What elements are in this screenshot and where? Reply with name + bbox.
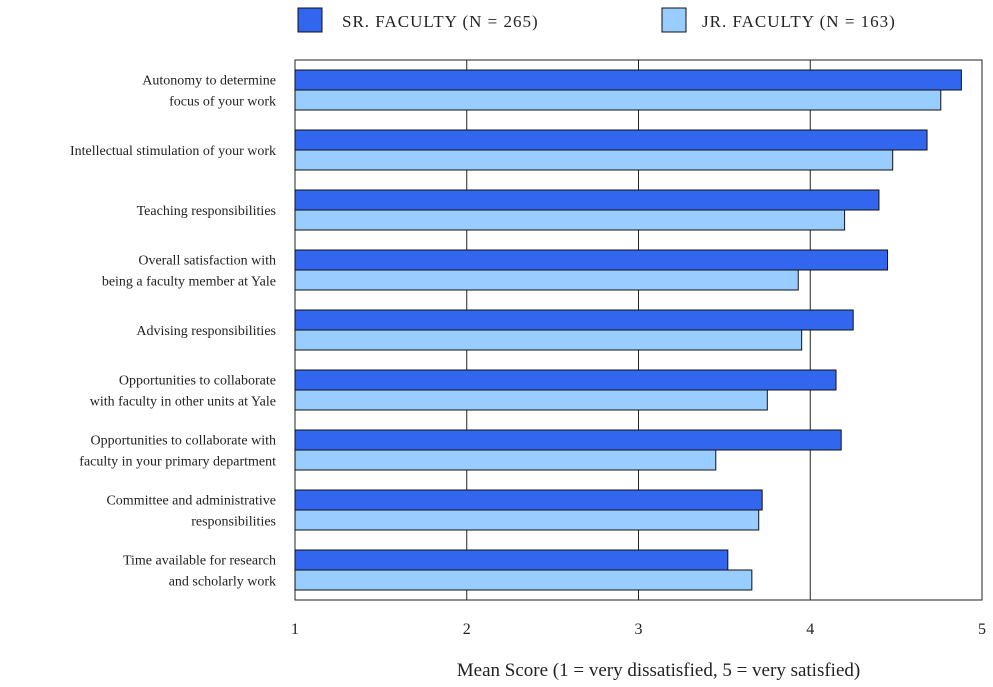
bar-jr-faculty xyxy=(294,89,942,111)
x-tick-label: 4 xyxy=(806,621,814,638)
bar-jr-faculty xyxy=(294,209,846,231)
bar-jr-faculty xyxy=(294,389,768,411)
category-label: Intellectual stimulation of your work xyxy=(70,144,276,159)
bar-sr-faculty xyxy=(294,489,763,511)
category-label: Overall satisfaction with being a faculty… xyxy=(102,254,276,290)
x-tick-labels: 1 2 3 4 5 xyxy=(291,621,986,638)
bars xyxy=(294,69,962,591)
bar-jr-faculty xyxy=(294,329,803,351)
bar-sr-faculty xyxy=(294,369,837,391)
legend-swatch-sr-faculty xyxy=(297,7,323,33)
bar-sr-faculty xyxy=(294,129,928,151)
category-label: Teaching responsibilities xyxy=(137,204,276,219)
bar-sr-faculty xyxy=(294,309,854,331)
bar-sr-faculty xyxy=(294,249,889,271)
x-tick-label: 5 xyxy=(978,621,986,638)
category-label: Autonomy to determine focus of your work xyxy=(142,74,276,110)
bar-sr-faculty xyxy=(294,189,880,211)
category-label: Opportunities to collaborate with faculty… xyxy=(79,434,276,470)
bar-jr-faculty xyxy=(294,449,717,471)
bar-jr-faculty xyxy=(294,149,894,171)
x-tick-label: 3 xyxy=(635,621,643,638)
category-label: Committee and administrative responsibili… xyxy=(106,494,276,530)
legend-label-jr-faculty: JR. FACULTY (N = 163) xyxy=(702,12,896,31)
bar-sr-faculty xyxy=(294,69,962,91)
x-axis-title: Mean Score (1 = very dissatisfied, 5 = v… xyxy=(457,660,860,681)
category-label: Advising responsibilities xyxy=(136,324,276,339)
legend-swatch-jr-faculty xyxy=(661,7,687,33)
x-tick-label: 1 xyxy=(291,621,299,638)
bar-sr-faculty xyxy=(294,429,842,451)
bar-sr-faculty xyxy=(294,549,729,571)
category-labels: Autonomy to determine focus of your work I… xyxy=(70,74,276,590)
legend-label-sr-faculty: SR. FACULTY (N = 265) xyxy=(342,12,539,31)
bar-jr-faculty xyxy=(294,269,799,291)
bar-jr-faculty xyxy=(294,569,753,591)
x-tick-label: 2 xyxy=(463,621,471,638)
category-label: Time available for research and scholarly… xyxy=(123,554,276,590)
bar-jr-faculty xyxy=(294,509,760,531)
category-label: Opportunities to collaborate with faculty… xyxy=(90,374,276,410)
legend: SR. FACULTY (N = 265) JR. FACULTY (N = 16… xyxy=(297,7,896,33)
